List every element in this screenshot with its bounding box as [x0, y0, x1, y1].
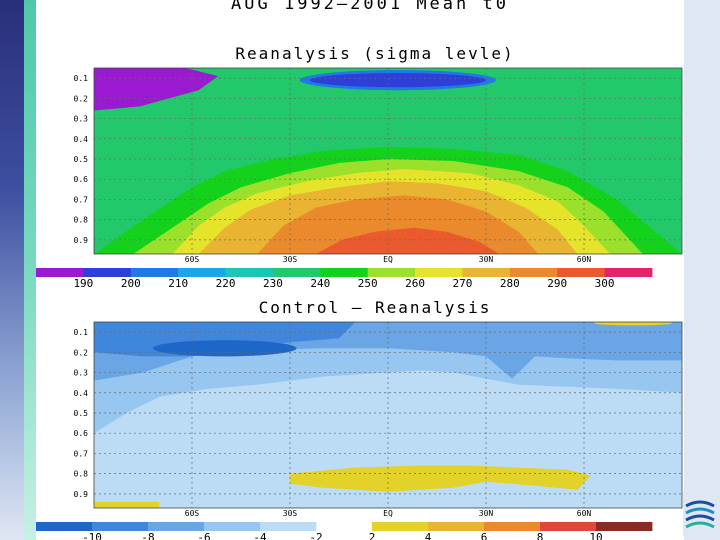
feature-cooling-core-deep — [152, 340, 297, 357]
colorbar-label: 250 — [358, 277, 378, 288]
plot-area-1 — [94, 322, 682, 508]
feature-stratosphere-cold — [94, 68, 219, 111]
y-tick-label: 0.5 — [74, 409, 89, 418]
colorbar-swatch — [260, 522, 317, 531]
slide-title: AUG 1992—2001 Mean t0 — [231, 0, 509, 14]
y-tick-label: 0.4 — [74, 389, 89, 398]
colorbar-label: -10 — [82, 531, 102, 540]
y-tick-label: 0.8 — [74, 470, 89, 479]
x-tick-label: 30N — [479, 509, 494, 518]
y-tick-label: 0.9 — [74, 236, 89, 245]
feature-warming-bottom-left — [94, 501, 160, 508]
colorbar-label: 300 — [595, 277, 615, 288]
colorbar-swatch — [484, 522, 541, 531]
x-tick-label: 30N — [479, 255, 494, 264]
colorbar-swatch — [540, 522, 597, 531]
colorbar-swatch — [367, 268, 416, 277]
colorbar-label: 230 — [263, 277, 283, 288]
colorbar-swatch — [415, 268, 463, 277]
colorbar-swatch — [596, 522, 653, 531]
left-decor-accent — [24, 0, 36, 540]
y-tick-label: 0.9 — [74, 490, 89, 499]
top-contour-chart: 0.1 0.2 0.3 0.4 0.5 0.6 0.7 0.8 0.9 60S 30S EQ 30N 60… — [36, 67, 683, 288]
y-tick-label: 0.6 — [74, 429, 89, 438]
contour-band-290 — [316, 227, 500, 254]
colorbar-label: 4 — [425, 531, 432, 540]
plot-area-0 — [94, 68, 682, 254]
colorbar-swatch — [36, 522, 93, 531]
x-tick-label: EQ — [383, 509, 393, 518]
x-tick-label: 60S — [185, 509, 200, 518]
colorbar-label: 240 — [310, 277, 330, 288]
colorbar-label: 190 — [73, 277, 93, 288]
y-tick-label: 0.3 — [74, 115, 89, 124]
colorbar-label: 270 — [453, 277, 473, 288]
colorbar-swatch — [509, 268, 558, 277]
x-tick-label: EQ — [383, 255, 393, 264]
y-tick-label: 0.4 — [74, 135, 89, 144]
colorbar-swatch — [83, 268, 132, 277]
bottom-contour-chart: 0.1 0.2 0.3 0.4 0.5 0.6 0.7 0.8 0.9 60S 30S EQ 30N 60… — [36, 321, 683, 540]
y-tick-label: 0.2 — [74, 348, 89, 357]
y-tick-label: 0.2 — [74, 94, 89, 103]
colorbar-swatch — [604, 268, 653, 277]
plot-frame — [93, 67, 683, 255]
feature-warming-lower — [290, 465, 591, 492]
colorbar-label: -2 — [309, 531, 322, 540]
y-tick-label: 0.8 — [74, 216, 89, 225]
colorbar-label: 10 — [589, 531, 602, 540]
right-decor-band — [684, 0, 720, 540]
x-tick-label: 30S — [283, 509, 298, 518]
logo-icon — [683, 492, 717, 536]
y-tick-label: 0.3 — [74, 369, 89, 378]
colorbar-swatch — [462, 268, 511, 277]
colorbar-swatch — [178, 268, 226, 277]
bottom-panel-title: Control — Reanalysis — [258, 298, 492, 317]
colorbar-swatch — [320, 268, 369, 277]
y-tick-label: 0.1 — [74, 74, 89, 83]
x-tick-label: 60S — [185, 255, 200, 264]
x-tick-label: 60N — [577, 255, 592, 264]
colorbar-label: 290 — [547, 277, 567, 288]
plot-frame — [93, 321, 683, 509]
colorbar-swatch — [428, 522, 485, 531]
colorbar-swatch — [225, 268, 274, 277]
y-tick-label: 0.7 — [74, 195, 89, 204]
colorbar-label: 220 — [216, 277, 236, 288]
y-tick-label: 0.1 — [74, 328, 89, 337]
y-tick-label: 0.6 — [74, 175, 89, 184]
feature-warming-top — [593, 322, 673, 326]
top-panel-title: Reanalysis (sigma levle) — [235, 44, 515, 63]
colorbar-swatch — [272, 268, 321, 277]
colorbar-swatch — [204, 522, 261, 531]
left-decor-band — [0, 0, 24, 540]
colorbar-label: 6 — [481, 531, 488, 540]
colorbar-swatch — [130, 268, 179, 277]
colorbar-label: -4 — [253, 531, 267, 540]
y-tick-label: 0.7 — [74, 449, 89, 458]
colorbar-label: -6 — [197, 531, 210, 540]
colorbar-label: 200 — [121, 277, 141, 288]
colorbar-swatch — [36, 268, 84, 277]
x-tick-label: 30S — [283, 255, 298, 264]
colorbar-swatch — [557, 268, 606, 277]
colorbar-swatch — [92, 522, 149, 531]
colorbar-swatch — [372, 522, 429, 531]
colorbar-label: 2 — [369, 531, 376, 540]
colorbar-label: 260 — [405, 277, 425, 288]
colorbar-label: 8 — [537, 531, 544, 540]
x-tick-label: 60N — [577, 509, 592, 518]
colorbar-label: 280 — [500, 277, 520, 288]
colorbar-label: 210 — [168, 277, 188, 288]
colorbar-label: -8 — [141, 531, 154, 540]
y-tick-label: 0.5 — [74, 155, 89, 164]
feature-tropopause-core — [309, 73, 486, 88]
colorbar-swatch — [148, 522, 205, 531]
